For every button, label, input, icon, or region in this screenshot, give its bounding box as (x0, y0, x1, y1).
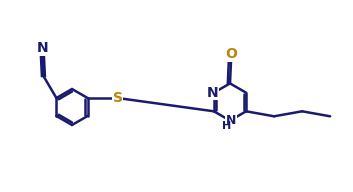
Text: H: H (222, 121, 232, 131)
Text: N: N (207, 86, 219, 100)
Text: O: O (225, 47, 237, 61)
Text: N: N (226, 114, 236, 127)
Text: N: N (37, 41, 48, 55)
Text: S: S (113, 91, 122, 105)
